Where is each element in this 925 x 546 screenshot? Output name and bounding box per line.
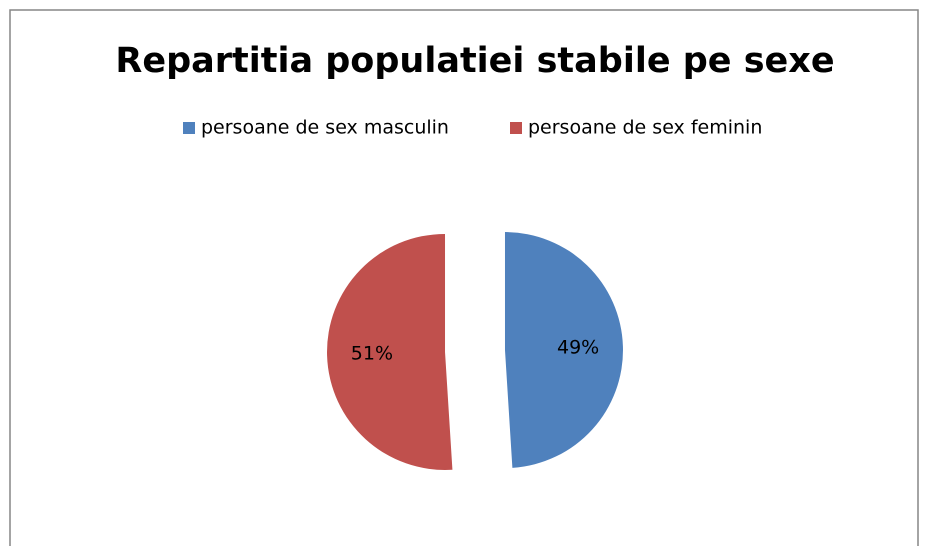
legend-swatch	[183, 122, 195, 134]
pie-slice	[504, 232, 623, 468]
legend-label: persoane de sex masculin	[201, 117, 449, 139]
legend-swatch	[510, 122, 522, 134]
chart-frame	[9, 9, 919, 546]
data-label: 49%	[557, 336, 599, 358]
pie-slice	[327, 233, 453, 470]
chart-title: Repartitia populatiei stabile pe sexe	[115, 41, 834, 81]
data-label: 51%	[351, 343, 393, 365]
legend-label: persoane de sex feminin	[528, 117, 762, 139]
